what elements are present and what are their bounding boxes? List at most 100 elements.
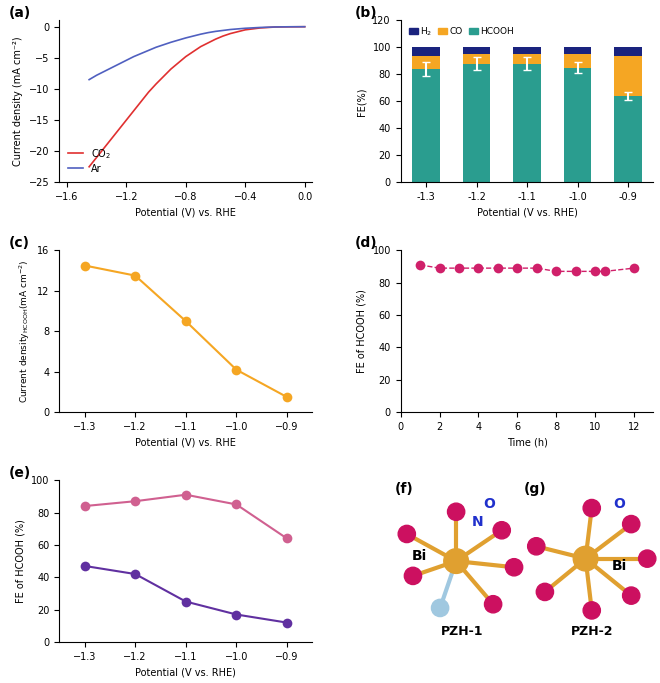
CO$_2$ <box>182 53 189 61</box>
X-axis label: Potential (V) vs. RHE: Potential (V) vs. RHE <box>135 208 236 218</box>
CO$_2$ <box>145 88 152 96</box>
Text: Bi: Bi <box>411 549 427 563</box>
Circle shape <box>583 602 601 619</box>
Circle shape <box>527 538 545 555</box>
Ar <box>256 23 264 31</box>
Text: (g): (g) <box>524 482 546 497</box>
Text: (f): (f) <box>395 482 413 497</box>
Ar <box>286 23 294 31</box>
Ar <box>204 29 212 37</box>
Circle shape <box>537 583 554 600</box>
Bar <box>412 47 440 55</box>
Ar <box>152 43 160 51</box>
Text: PZH-1: PZH-1 <box>441 625 484 638</box>
Ar <box>160 41 168 49</box>
CO$_2$ <box>160 72 168 81</box>
Text: O: O <box>613 497 625 512</box>
Circle shape <box>398 525 415 542</box>
Y-axis label: FE of HCOOH (%): FE of HCOOH (%) <box>357 290 367 373</box>
Bar <box>564 47 591 54</box>
Line: CO$_2$: CO$_2$ <box>89 27 305 167</box>
X-axis label: Potential (V vs. RHE): Potential (V vs. RHE) <box>477 208 578 218</box>
Text: (e): (e) <box>9 466 31 480</box>
CO$_2$ <box>301 23 309 31</box>
CO$_2$ <box>226 29 234 38</box>
CO$_2$ <box>197 42 205 51</box>
Bar <box>564 68 591 182</box>
Legend: CO$_2$, Ar: CO$_2$, Ar <box>64 143 115 178</box>
CO$_2$ <box>152 80 160 88</box>
Text: PZH-2: PZH-2 <box>570 625 613 638</box>
Circle shape <box>639 550 656 568</box>
Circle shape <box>574 546 598 571</box>
Circle shape <box>493 522 510 539</box>
Bar <box>614 96 642 182</box>
CO$_2$ <box>130 107 138 115</box>
Bar <box>463 47 490 54</box>
Bar <box>614 55 642 96</box>
Ar <box>226 25 234 33</box>
Ar <box>108 64 115 72</box>
Ar <box>174 36 182 44</box>
Circle shape <box>622 516 640 533</box>
CO$_2$ <box>212 35 220 43</box>
X-axis label: Potential (V vs. RHE): Potential (V vs. RHE) <box>135 667 236 678</box>
Ar <box>92 71 100 79</box>
Legend: H$_2$, CO, HCOOH: H$_2$, CO, HCOOH <box>405 22 517 42</box>
Y-axis label: Current density (mA cm⁻²): Current density (mA cm⁻²) <box>13 37 24 166</box>
Y-axis label: FE(%): FE(%) <box>357 87 367 115</box>
CO$_2$ <box>249 25 257 33</box>
Bar <box>513 54 541 64</box>
Ar <box>85 76 93 84</box>
CO$_2$ <box>242 26 249 34</box>
Ar <box>122 56 130 64</box>
Ar <box>167 38 175 46</box>
Bar <box>412 69 440 182</box>
CO$_2$ <box>122 116 130 124</box>
CO$_2$ <box>234 27 242 36</box>
Bar <box>463 54 490 64</box>
Ar <box>197 30 205 38</box>
Bar <box>614 47 642 55</box>
Bar <box>564 54 591 68</box>
Ar <box>271 23 279 31</box>
Circle shape <box>447 503 465 520</box>
Text: (a): (a) <box>9 6 31 20</box>
Bar <box>513 47 541 54</box>
Ar <box>189 32 197 40</box>
Ar <box>137 49 145 57</box>
Circle shape <box>622 587 640 604</box>
Ar <box>130 53 138 61</box>
CO$_2$ <box>271 23 279 31</box>
CO$_2$ <box>174 59 182 67</box>
Ar <box>145 46 152 55</box>
CO$_2$ <box>286 23 294 31</box>
Circle shape <box>583 499 601 517</box>
Ar <box>212 27 220 36</box>
Text: (c): (c) <box>9 236 30 250</box>
X-axis label: Time (h): Time (h) <box>507 437 547 447</box>
Circle shape <box>484 596 502 613</box>
CO$_2$ <box>204 39 212 47</box>
CO$_2$ <box>219 32 227 40</box>
Ar <box>100 68 108 76</box>
CO$_2$ <box>100 144 108 152</box>
CO$_2$ <box>167 65 175 73</box>
Bar <box>412 55 440 69</box>
CO$_2$ <box>85 163 93 171</box>
CO$_2$ <box>189 48 197 56</box>
X-axis label: Potential (V) vs. RHE: Potential (V) vs. RHE <box>135 437 236 447</box>
Text: (d): (d) <box>355 236 378 250</box>
Ar <box>301 23 309 31</box>
Y-axis label: FE of HCOOH (%): FE of HCOOH (%) <box>16 519 26 603</box>
Line: Ar: Ar <box>89 27 305 80</box>
CO$_2$ <box>256 24 264 32</box>
Circle shape <box>444 548 469 574</box>
CO$_2$ <box>115 126 123 134</box>
Circle shape <box>405 568 422 585</box>
Ar <box>242 24 249 32</box>
Bar <box>463 64 490 182</box>
Text: (b): (b) <box>355 6 378 20</box>
CO$_2$ <box>108 135 115 143</box>
Text: O: O <box>484 497 496 512</box>
